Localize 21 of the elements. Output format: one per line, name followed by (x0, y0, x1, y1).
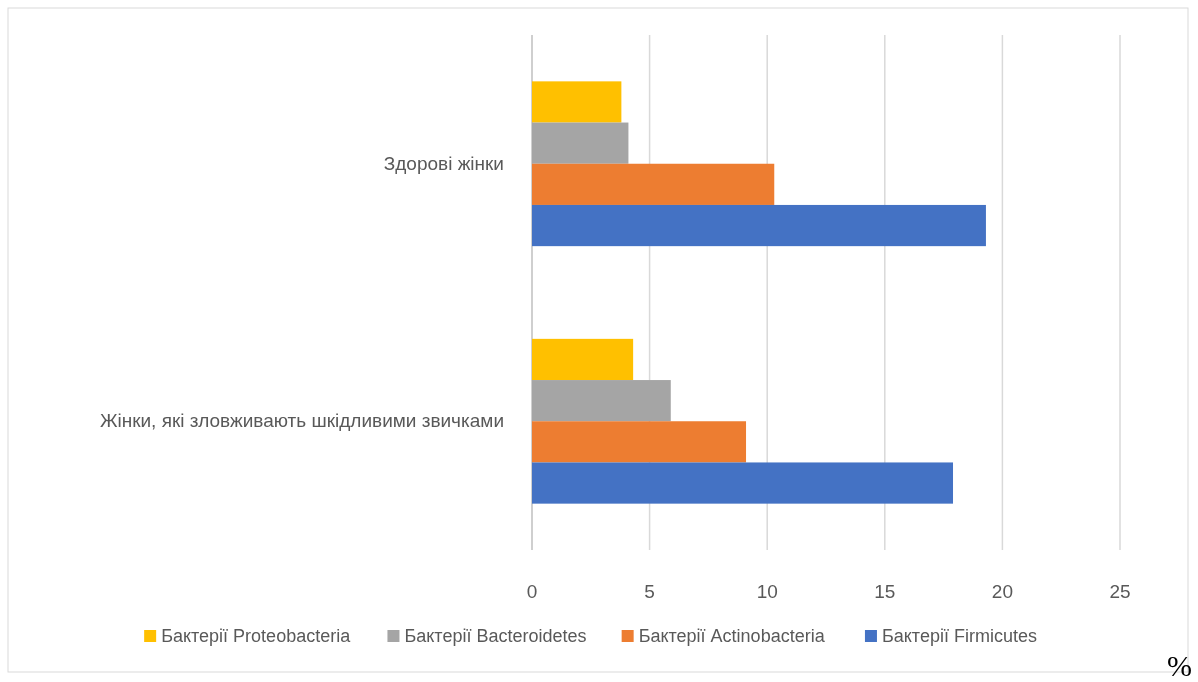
legend-label: Бактерії Actinobacteria (638, 626, 826, 646)
x-axis-title: % (1167, 649, 1192, 682)
bar (532, 462, 954, 504)
legend-label: Бактерії Proteobacteria (161, 626, 352, 646)
x-tick-label: 25 (1109, 581, 1131, 602)
bar (532, 380, 671, 422)
legend-label: Бактерії Firmicutes (881, 626, 1037, 646)
bar (532, 122, 629, 164)
x-tick-label: 5 (644, 581, 655, 602)
x-tick-label: 10 (756, 581, 778, 602)
bar (532, 204, 986, 247)
bar (532, 81, 622, 123)
bar (532, 421, 747, 463)
x-tick-label: 20 (991, 581, 1013, 602)
x-tick-label: 0 (526, 581, 538, 602)
y-tick-label: Здорові жінки (383, 152, 504, 174)
legend-label: Бактерії Bacteroidetes (404, 626, 587, 646)
bar (532, 338, 634, 381)
bar (532, 163, 775, 205)
y-tick-label: Жінки, які зловживають шкідливими звичками (99, 410, 504, 432)
x-tick-label: 15 (874, 581, 896, 602)
